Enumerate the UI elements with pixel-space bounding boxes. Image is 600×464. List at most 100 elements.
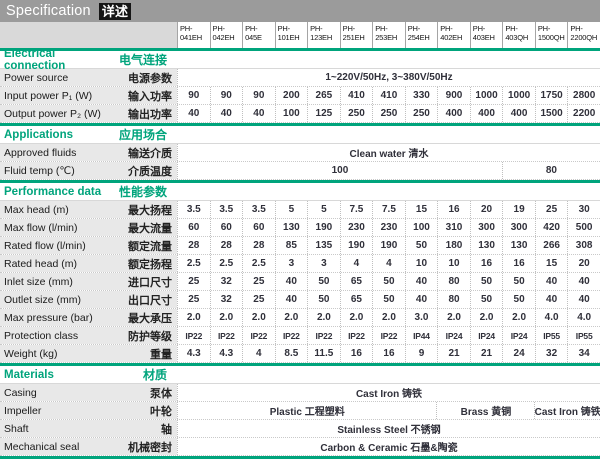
spec-row: Power source 电源参数 1~220V/50Hz, 3~380V/50Hz	[0, 69, 600, 87]
data-cell: 2.0	[274, 309, 308, 326]
data-cell: Brass 黄铜	[436, 402, 534, 419]
spec-row: Rated head (m) 额定扬程 2.5 2.5 2.5 3 3 4 4 10 10 16 16 1…	[0, 255, 600, 273]
data-cell: 2.5	[242, 255, 275, 272]
data-cell: 10	[404, 255, 438, 272]
row-label: Fluid temp (℃) 介质温度	[0, 162, 177, 179]
data-cell: IP55	[534, 327, 568, 344]
spec-row: Shaft 轴 Stainless Steel 不锈钢	[0, 420, 600, 438]
data-cell: 125	[307, 105, 340, 122]
row-label-en: Max flow (l/min)	[4, 221, 78, 234]
data-cell: 190	[307, 219, 340, 236]
row-cells: 3.5 3.5 3.5 5 5 7.5 7.5 15 16 20 19 25 30	[177, 201, 600, 218]
model-prefix: PH-	[310, 24, 323, 33]
data-cell: 2.0	[177, 309, 210, 326]
data-cell: 130	[469, 237, 503, 254]
data-cell: 25	[534, 201, 568, 218]
data-cell: 2.0	[307, 309, 340, 326]
spec-row: Outlet size (mm) 出口尺寸 25 32 25 40 50 65 50 40 80 50…	[0, 291, 600, 309]
model-prefix: PH-	[570, 24, 583, 33]
row-label-en: Output power P₂ (W)	[4, 107, 101, 120]
data-cell: Plastic 工程塑料	[177, 402, 436, 419]
data-cell: 50	[469, 273, 503, 290]
data-cell: 8.5	[274, 345, 308, 362]
row-label-en: Max head (m)	[4, 203, 69, 216]
column-header-row: PH- 041EH PH- 042EH PH- 045E PH- 101EH PH- 123EH P…	[0, 22, 600, 48]
data-cell: 2.0	[242, 309, 275, 326]
row-cells: Carbon & Ceramic 石墨&陶瓷	[177, 438, 600, 455]
data-cell: 28	[177, 237, 210, 254]
data-cell: 15	[534, 255, 568, 272]
row-label: Max flow (l/min) 最大流量	[0, 219, 177, 236]
data-cell: 50	[307, 291, 340, 308]
data-cell: 100	[177, 162, 502, 179]
spec-row: Approved fluids 输送介质 Clean water 清水	[0, 144, 600, 162]
data-cell: 11.5	[307, 345, 340, 362]
data-cell: 1500	[534, 105, 568, 122]
model-code: 042EH	[212, 33, 235, 43]
row-label-en: Impeller	[4, 404, 42, 417]
row-label-zh: 泵体	[150, 387, 172, 400]
spec-row: Casing 泵体 Cast Iron 铸铁	[0, 384, 600, 402]
row-cells: 2.5 2.5 2.5 3 3 4 4 10 10 16 16 15 20	[177, 255, 600, 272]
data-cell: 300	[502, 219, 535, 236]
model-code: 123EH	[310, 33, 333, 43]
row-label-zh: 重量	[150, 348, 172, 361]
data-cell: IP44	[404, 327, 438, 344]
data-cell: 4.3	[209, 345, 243, 362]
data-cell: 40	[242, 105, 275, 122]
model-code: 403QH	[505, 33, 529, 43]
section-title-applications: Applications 应用场合	[0, 126, 600, 144]
data-cell: 200	[274, 87, 308, 104]
column-header-PH-251EH: PH- 251EH	[339, 22, 373, 48]
data-cell: 3.0	[404, 309, 438, 326]
row-label-en: Approved fluids	[4, 146, 77, 159]
data-cell: 7.5	[372, 201, 405, 218]
data-cell: 24	[502, 345, 535, 362]
data-cell: 65	[339, 273, 373, 290]
row-label-en: Outlet size (mm)	[4, 293, 82, 306]
model-code: 402EH	[440, 33, 463, 43]
data-cell: 900	[437, 87, 470, 104]
data-cell: 2.0	[502, 309, 535, 326]
data-cell: 90	[242, 87, 275, 104]
column-header-PH-045E: PH- 045E	[242, 22, 275, 48]
row-cells: Plastic 工程塑料 Brass 黄铜 Cast Iron 铸铁	[177, 402, 600, 419]
row-cells: 60 60 60 130 190 230 230 100 310 300 300 420 500	[177, 219, 600, 236]
spec-row: Input power P₁ (W) 输入功率 90 90 90 200 265 410 410…	[0, 87, 600, 105]
section-title-zh: 应用场合	[118, 128, 167, 142]
data-cell: 4	[339, 255, 373, 272]
data-cell: IP22	[177, 327, 210, 344]
model-prefix: PH-	[407, 24, 421, 33]
section-divider	[0, 363, 600, 366]
data-cell: 266	[534, 237, 568, 254]
column-header-PH-1500QH: PH- 1500QH	[534, 22, 568, 48]
row-label-zh: 最大流量	[128, 222, 172, 235]
data-cell: Stainless Steel 不锈钢	[177, 420, 600, 437]
data-cell: 2.0	[209, 309, 243, 326]
data-cell: 265	[307, 87, 340, 104]
data-cell: 50	[404, 237, 438, 254]
row-label: Input power P₁ (W) 输入功率	[0, 87, 177, 104]
row-cells: 28 28 28 85 135 190 190 50 180 130 130 266 308	[177, 237, 600, 254]
section-title-en: Materials	[4, 368, 54, 381]
row-label-zh: 电源参数	[128, 72, 172, 85]
data-cell: 21	[437, 345, 470, 362]
spec-row: Impeller 叶轮 Plastic 工程塑料 Brass 黄铜 Cast Iron …	[0, 402, 600, 420]
data-cell: 4.3	[177, 345, 210, 362]
row-cells: 40 40 40 100 125 250 250 250 400 400 400 1500 2200	[177, 105, 600, 122]
data-cell: 4.0	[534, 309, 568, 326]
spec-row: Mechanical seal 机械密封 Carbon & Ceramic 石墨&陶…	[0, 438, 600, 456]
row-label-en: Power source	[4, 71, 69, 84]
row-label-en: Rated flow (l/min)	[4, 239, 86, 252]
data-cell: 180	[437, 237, 470, 254]
data-cell: 1000	[469, 87, 503, 104]
data-cell: 20	[567, 255, 600, 272]
model-prefix: PH-	[440, 24, 453, 33]
data-cell: 135	[307, 237, 340, 254]
section-title-zh: 性能参数	[118, 185, 167, 199]
model-code: 041EH	[180, 33, 202, 43]
column-header-PH-402EH: PH- 402EH	[437, 22, 470, 48]
row-label-en: Rated head (m)	[4, 257, 77, 270]
model-code: 403EH	[472, 33, 495, 43]
row-label-en: Inlet size (mm)	[4, 275, 73, 288]
